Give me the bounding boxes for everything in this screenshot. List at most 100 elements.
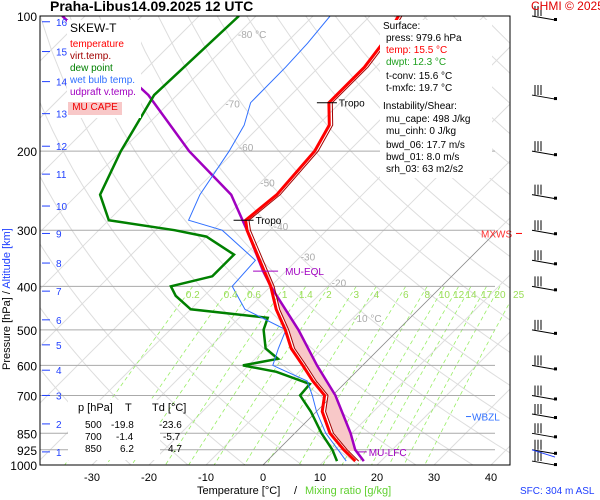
- table-cell: -19.8: [111, 420, 134, 431]
- wind-barb: [531, 355, 557, 371]
- pressure-tick-label: 1000: [10, 459, 37, 473]
- mixing-ratio-label: 0.6: [247, 290, 261, 301]
- mixing-ratio-label: 10: [439, 290, 451, 301]
- legend-dew-point: dew point: [70, 63, 113, 74]
- altitude-tick-label: 3: [56, 391, 62, 402]
- mixing-ratio-label: 25: [513, 290, 525, 301]
- legend-wet-bulb: wet bulb temp.: [70, 75, 136, 86]
- isotherm-label: -50: [260, 179, 275, 190]
- altitude-tick-label: 4: [56, 366, 62, 377]
- wind-barb-staff: [531, 150, 556, 156]
- isotherm-label: -60: [239, 143, 254, 154]
- altitude-tick-label: 8: [56, 259, 62, 270]
- altitude-tick-label: 9: [56, 229, 62, 240]
- mixing-ratio-label: 4: [374, 290, 380, 301]
- altitude-tick-label: 5: [56, 341, 62, 352]
- mxws-label: MXWS: [481, 229, 512, 240]
- tropopause-label: Tropo: [339, 99, 365, 110]
- x-axis-label: Temperature [°C]: [197, 485, 281, 497]
- zero-isotherm: [262, 229, 499, 465]
- wind-barb-dot: [554, 451, 557, 455]
- wind-barb-dot: [554, 196, 557, 200]
- wind-barb-staff: [531, 194, 556, 200]
- wind-barb-staff: [531, 460, 556, 466]
- altitude-tick-label: 13: [56, 110, 68, 121]
- legend-title: SKEW-T: [70, 21, 117, 35]
- pressure-tick-label: 500: [17, 324, 37, 338]
- surface-dwpt: dwpt: 12.3 °C: [386, 57, 447, 68]
- datetime-title: 14.09.2025 12 UTC: [131, 0, 254, 14]
- isotherm: [40, 16, 314, 290]
- table-header-p: p [hPa]: [78, 402, 113, 414]
- wind-barb: [531, 439, 557, 455]
- mixing-ratio-label: 12: [453, 290, 465, 301]
- wind-barb: [531, 276, 557, 292]
- surface-wind-line: [531, 449, 556, 458]
- mixing-ratio-label: 1.4: [299, 290, 313, 301]
- wind-barb-staff: [531, 449, 556, 455]
- table-cell: 500: [85, 420, 102, 431]
- temperature-line: [243, 16, 400, 463]
- mixing-ratio-label: 3: [354, 290, 360, 301]
- mixing-ratio-label: 20: [494, 290, 506, 301]
- y-axis-label: Pressure [hPa] / Altitude [km]: [0, 228, 13, 370]
- wind-barb-dot: [554, 97, 557, 101]
- mu-lfc-label: MU-LFC: [369, 448, 407, 459]
- info-panel: Surface: press: 979.6 hPa temp: 15.5 °C …: [380, 20, 492, 178]
- wind-barb: [531, 404, 557, 420]
- wind-barb-dot: [554, 262, 557, 266]
- table-header-td: Td [°C]: [152, 402, 187, 414]
- temp-tick-label: 40: [485, 472, 497, 484]
- isotherm: [40, 16, 428, 404]
- mixing-ratio-line: [371, 286, 472, 465]
- wind-barb-dot: [554, 331, 557, 335]
- wind-barb: [531, 220, 557, 236]
- pressure-tick-label: 400: [17, 280, 37, 294]
- dry-adiabat: [275, 16, 510, 258]
- legend-updraft: udpraft v.temp.: [70, 87, 136, 98]
- temp-tick-label: 0: [260, 472, 266, 484]
- table-cell: 4.7: [168, 444, 182, 455]
- table-cell: -1.4: [116, 432, 134, 443]
- legend-temperature: temperature: [70, 39, 124, 50]
- wind-barb: [531, 184, 557, 200]
- station-title: Praha-Libus: [50, 0, 131, 14]
- srh-03: srh_03: 63 m2/s2: [386, 164, 464, 175]
- level-table: p [hPa] T Td [°C] 500 -19.8 -23.6 700 -1…: [68, 400, 186, 460]
- isotherm-label: -10 °C: [353, 314, 381, 325]
- tropopause-label: Tropo: [256, 216, 282, 227]
- altitude-tick-label: 11: [56, 170, 67, 181]
- surface-temp: temp: 15.5 °C: [386, 45, 448, 56]
- wbzl-label: WBZL: [472, 413, 500, 424]
- wind-barb-dot: [554, 153, 557, 157]
- table-cell: 6.2: [120, 444, 134, 455]
- bwd-01: bwd_01: 8.0 m/s: [386, 152, 460, 163]
- isotherm: [40, 16, 257, 233]
- surface-tconv: t-conv: 15.6 °C: [386, 71, 453, 82]
- cape-area: [263, 271, 356, 451]
- x-axis-label-mixing: Mixing ratio [g/kg]: [305, 485, 392, 497]
- isotherm-label: -40: [274, 222, 289, 233]
- table-cell: 700: [85, 432, 102, 443]
- surface-press: press: 979.6 hPa: [386, 33, 462, 44]
- altitude-tick-label: 16: [56, 18, 68, 29]
- sfc-label: SFC: 304 m ASL: [520, 486, 595, 497]
- isotherm-label: -30: [301, 252, 316, 263]
- mu-eql-label: MU-EQL: [285, 267, 324, 278]
- pressure-tick-label: 700: [17, 389, 37, 403]
- altitude-tick-label: 6: [56, 316, 62, 327]
- legend-virt-temp: virt.temp.: [70, 51, 112, 62]
- wind-barb-dot: [554, 397, 557, 401]
- mixing-ratio-label: 17: [481, 290, 493, 301]
- wind-barb-staff: [531, 285, 556, 291]
- dry-adiabat: [542, 16, 600, 465]
- temp-tick-label: -20: [141, 472, 157, 484]
- isotherm: [40, 16, 371, 347]
- wind-barb-staff: [531, 94, 556, 100]
- dry-adiabat: [305, 16, 510, 227]
- table-header-t: T: [125, 402, 132, 414]
- bwd-06: bwd_06: 17.7 m/s: [386, 140, 465, 151]
- altitude-tick-label: 14: [56, 78, 68, 89]
